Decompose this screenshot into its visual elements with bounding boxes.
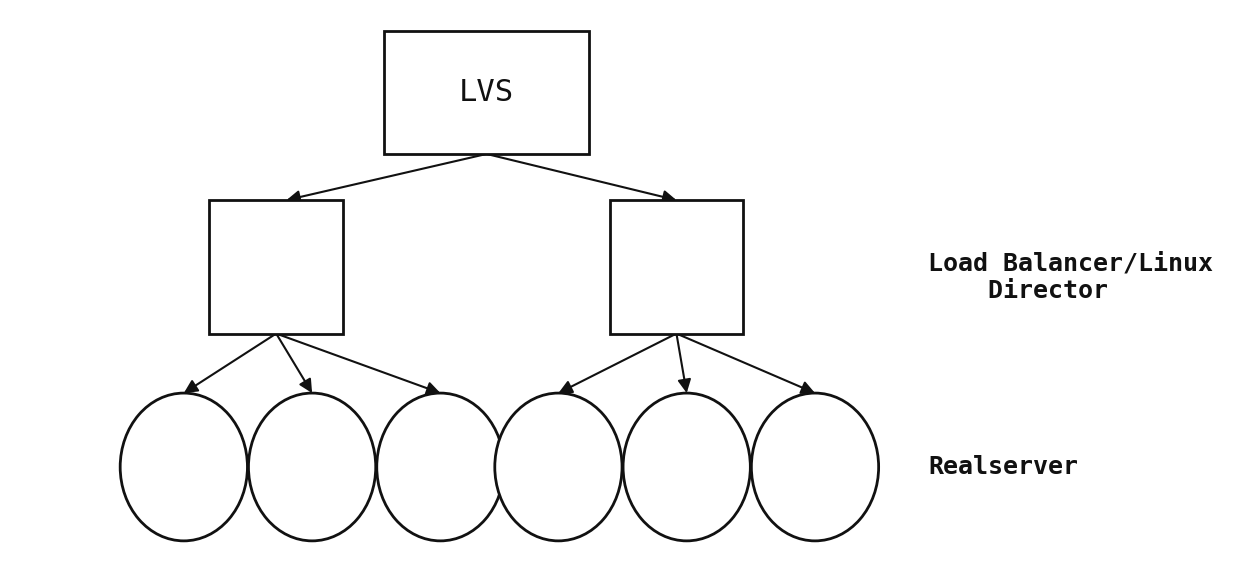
Text: Load Balancer/Linux
    Director: Load Balancer/Linux Director xyxy=(928,251,1213,303)
Bar xyxy=(384,31,589,154)
Ellipse shape xyxy=(495,393,622,541)
Text: Realserver: Realserver xyxy=(928,455,1078,479)
Ellipse shape xyxy=(622,393,750,541)
Ellipse shape xyxy=(751,393,879,541)
Bar xyxy=(610,200,743,333)
Ellipse shape xyxy=(120,393,248,541)
Text: LVS: LVS xyxy=(459,78,515,107)
Ellipse shape xyxy=(248,393,376,541)
Bar xyxy=(210,200,343,333)
Ellipse shape xyxy=(377,393,503,541)
